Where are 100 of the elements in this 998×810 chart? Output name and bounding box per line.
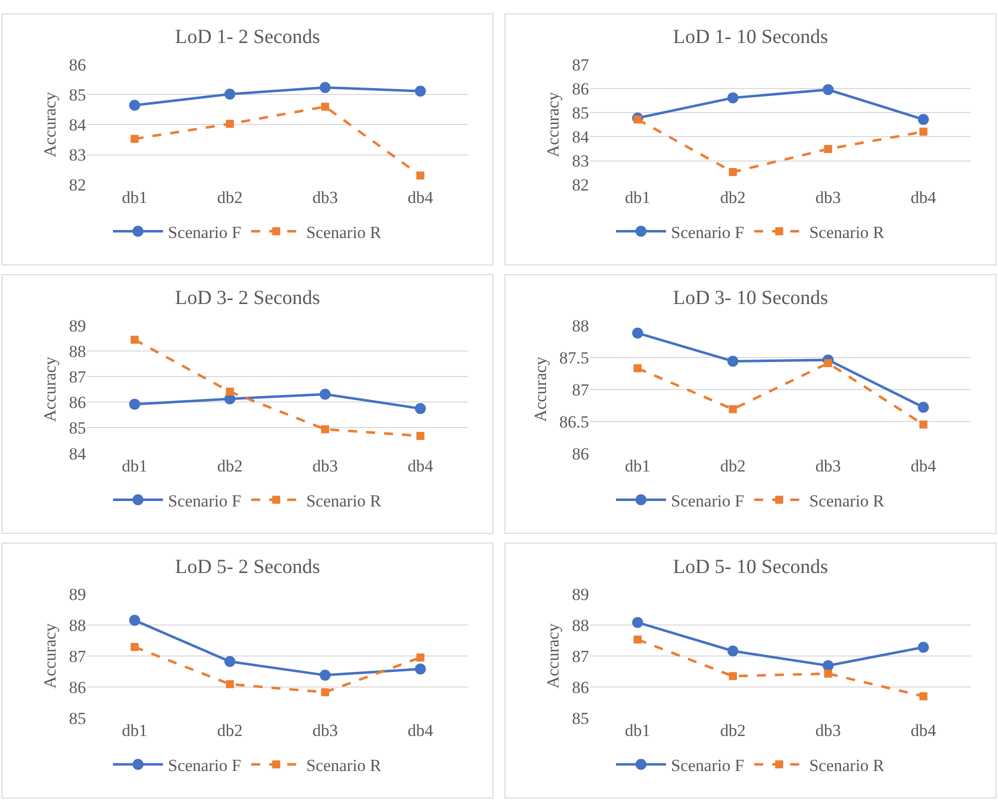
x-tick-label: db4 <box>408 456 434 476</box>
legend-label: Scenario R <box>306 756 382 776</box>
y-tick-label: 83 <box>69 146 86 165</box>
point <box>416 432 424 440</box>
y-tick-label: 86 <box>572 678 589 697</box>
y-tick-label: 85 <box>69 708 86 728</box>
x-tick-label: db3 <box>312 188 338 207</box>
y-tick-label: 86 <box>69 393 86 412</box>
legend-label: Scenario R <box>306 491 382 510</box>
y-tick-label: 86 <box>572 444 589 464</box>
y-axis-title: Accuracy <box>40 92 60 158</box>
point <box>226 120 234 128</box>
x-tick-label: db3 <box>312 456 338 476</box>
point <box>822 84 834 96</box>
y-axis-title: Accuracy <box>40 356 60 422</box>
point <box>727 646 738 656</box>
x-tick-label: db1 <box>122 456 148 476</box>
y-tick-label: 84 <box>69 116 86 135</box>
y-tick-label: 88 <box>572 616 589 635</box>
legend-label: Scenario F <box>671 222 744 242</box>
point <box>919 420 928 429</box>
x-tick-label: db1 <box>624 188 650 207</box>
point <box>728 672 737 680</box>
point <box>919 128 928 136</box>
point <box>919 692 928 700</box>
y-tick-label: 85 <box>572 104 589 123</box>
x-tick-label: db2 <box>720 188 746 207</box>
point <box>918 642 929 653</box>
x-tick-label: db4 <box>408 720 434 740</box>
x-tick-label: db4 <box>910 456 937 476</box>
y-tick-label: 87 <box>572 380 590 400</box>
y-tick-label: 82 <box>572 176 589 195</box>
x-tick-label: db1 <box>122 720 148 740</box>
chart-title: LoD 1- 2 Seconds <box>175 26 320 48</box>
legend-label: Scenario R <box>306 222 382 242</box>
point <box>414 86 426 97</box>
point <box>632 616 644 628</box>
y-tick-label: 87 <box>572 646 590 666</box>
legend-label: Scenario F <box>168 756 242 776</box>
legend-label: Scenario F <box>671 756 744 776</box>
y-axis-title: Accuracy <box>544 92 563 158</box>
y-tick-label: 86 <box>572 80 589 99</box>
point <box>416 171 424 180</box>
y-tick-label: 85 <box>572 708 589 728</box>
y-tick-label: 89 <box>69 584 86 604</box>
y-tick-label: 86 <box>69 678 86 697</box>
chart-title: LoD 5- 10 Seconds <box>673 556 828 578</box>
legend-label: Scenario F <box>168 491 242 510</box>
x-tick-label: db4 <box>408 188 434 207</box>
y-tick-label: 82 <box>69 176 86 195</box>
point <box>634 115 642 124</box>
x-tick-label: db2 <box>217 456 243 476</box>
point <box>727 356 738 367</box>
point <box>224 656 236 668</box>
y-tick-label: 84 <box>572 128 590 147</box>
legend-label: Scenario F <box>168 222 242 242</box>
chart-title: LoD 3- 2 Seconds <box>175 287 320 309</box>
point <box>320 82 331 93</box>
point <box>320 670 331 681</box>
point <box>414 403 426 414</box>
x-tick-label: db1 <box>122 188 148 207</box>
point <box>226 680 234 688</box>
chart-title: LoD 1- 10 Seconds <box>673 26 828 48</box>
point <box>727 92 738 104</box>
x-tick-label: db2 <box>217 720 243 740</box>
point <box>918 114 929 125</box>
point <box>728 168 737 176</box>
x-tick-label: db3 <box>815 188 841 207</box>
point <box>728 405 737 414</box>
y-tick-label: 88 <box>69 342 86 361</box>
x-tick-label: db1 <box>624 456 650 476</box>
y-tick-label: 85 <box>69 418 86 438</box>
x-tick-label: db4 <box>910 720 937 740</box>
y-tick-label: 86.5 <box>559 412 589 432</box>
y-tick-label: 84 <box>69 444 86 464</box>
legend-label: Scenario R <box>809 756 885 776</box>
y-axis-title: Accuracy <box>40 622 60 689</box>
point <box>320 388 331 400</box>
y-axis-title: Accuracy <box>544 622 563 689</box>
legend-label: Scenario R <box>809 491 885 510</box>
y-tick-label: 89 <box>69 316 86 336</box>
x-tick-label: db3 <box>815 720 841 740</box>
point <box>414 663 426 674</box>
point <box>130 642 139 651</box>
point <box>130 134 139 143</box>
point <box>416 654 424 662</box>
y-tick-label: 83 <box>572 152 589 171</box>
y-tick-label: 89 <box>572 584 589 604</box>
point <box>824 670 832 678</box>
point <box>632 328 644 339</box>
point <box>321 425 330 434</box>
point <box>918 402 929 413</box>
y-tick-label: 87 <box>572 56 590 75</box>
x-tick-label: db3 <box>312 720 338 740</box>
x-tick-label: db2 <box>217 188 243 207</box>
x-tick-label: db4 <box>910 188 937 207</box>
point <box>321 102 330 111</box>
chart-title: LoD 5- 2 Seconds <box>175 556 320 578</box>
point <box>824 144 832 153</box>
point <box>824 359 832 368</box>
